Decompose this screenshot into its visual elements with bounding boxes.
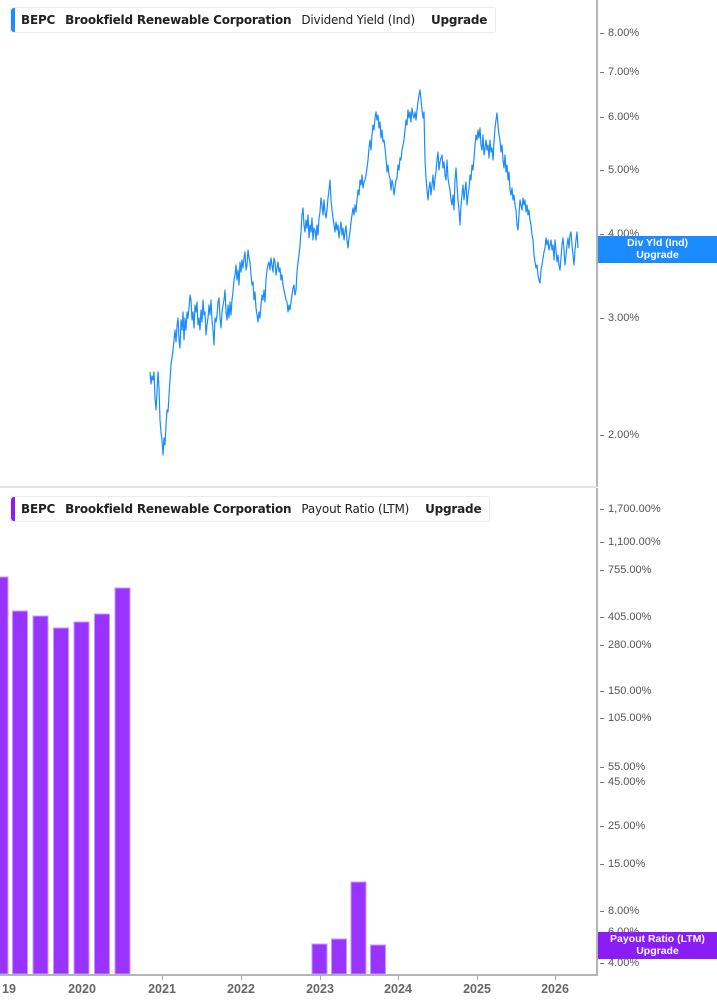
x-tick-mark: [555, 975, 556, 980]
badge-upgrade: Upgrade: [636, 945, 679, 957]
x-tick-label: 19: [2, 982, 16, 996]
ticker-label: BEPC: [21, 502, 56, 516]
x-tick-label: 2020: [68, 982, 96, 996]
x-tick-label: 2021: [148, 982, 176, 996]
upgrade-link[interactable]: Upgrade: [430, 13, 488, 27]
payout-ratio-value-badge[interactable]: Payout Ratio (LTM) Upgrade: [598, 932, 717, 959]
panel-divider[interactable]: [0, 486, 597, 488]
y-axis-line-bottom: [596, 488, 598, 976]
y-tick-label: 1,700.00%: [600, 503, 661, 515]
x-axis-line: [0, 974, 598, 976]
x-tick-label: 2023: [306, 982, 334, 996]
x-tick-mark: [320, 975, 321, 980]
dividend-yield-legend: BEPC Brookfield Renewable Corporation Di…: [10, 7, 497, 33]
x-tick-mark: [477, 975, 478, 980]
bar: [12, 610, 28, 975]
x-tick-mark: [241, 975, 242, 980]
y-tick-label: 5.00%: [599, 164, 640, 176]
y-tick-label: 15.00%: [599, 858, 646, 870]
bar: [370, 944, 386, 975]
y-tick-label: 6.00%: [599, 111, 640, 123]
badge-title: Payout Ratio (LTM): [610, 933, 705, 945]
x-tick-label: 2025: [463, 982, 491, 996]
upgrade-link[interactable]: Upgrade: [425, 502, 482, 516]
y-tick-label: 1,100.00%: [600, 536, 661, 548]
x-tick-mark: [398, 975, 399, 980]
x-tick-label: 2024: [384, 982, 412, 996]
payout-ratio-legend: BEPC Brookfield Renewable Corporation Pa…: [10, 496, 491, 522]
ticker-label: BEPC: [21, 13, 56, 27]
y-tick-label: 405.00%: [599, 611, 652, 623]
bar: [114, 587, 131, 975]
x-tick-mark: [162, 975, 163, 980]
y-tick-label: 8.00%: [599, 905, 640, 917]
x-tick-label: 2026: [541, 982, 569, 996]
dividend-yield-panel: BEPC Brookfield Renewable Corporation Di…: [0, 0, 717, 487]
bar: [350, 881, 367, 975]
metric-name: Dividend Yield (Ind): [301, 13, 415, 27]
y-tick-label: 105.00%: [599, 712, 652, 724]
y-tick-label: 150.00%: [599, 685, 652, 697]
bar: [32, 615, 49, 975]
dividend-yield-value-badge[interactable]: Div Yld (Ind) Upgrade: [598, 236, 717, 263]
company-name: Brookfield Renewable Corporation: [65, 13, 292, 27]
bar: [53, 627, 69, 975]
y-tick-label: 280.00%: [599, 639, 652, 651]
bar: [94, 613, 110, 975]
y-tick-label: 2.00%: [599, 429, 640, 441]
series-color-swatch: [11, 8, 15, 32]
bar: [0, 576, 9, 975]
bar: [331, 938, 347, 975]
badge-title: Div Yld (Ind): [626, 237, 689, 249]
x-tick-label: 2022: [227, 982, 255, 996]
y-tick-label: 7.00%: [599, 66, 640, 78]
y-tick-label: 25.00%: [599, 820, 646, 832]
y-tick-label: 3.00%: [599, 312, 640, 324]
company-name: Brookfield Renewable Corporation: [65, 502, 292, 516]
y-tick-label: 4.00%: [599, 957, 640, 969]
dividend-yield-line: [149, 89, 579, 456]
y-tick-label: 55.00%: [599, 761, 646, 773]
bar: [311, 943, 328, 975]
y-axis-line-top: [596, 0, 598, 487]
dividend-yield-line-chart: [149, 89, 579, 456]
y-tick-label: 755.00%: [599, 564, 652, 576]
series-color-swatch: [11, 497, 15, 521]
badge-upgrade: Upgrade: [636, 249, 679, 261]
y-tick-label: 45.00%: [599, 776, 646, 788]
bar: [73, 621, 90, 975]
metric-name: Payout Ratio (LTM): [301, 502, 410, 516]
y-tick-label: 8.00%: [599, 27, 640, 39]
